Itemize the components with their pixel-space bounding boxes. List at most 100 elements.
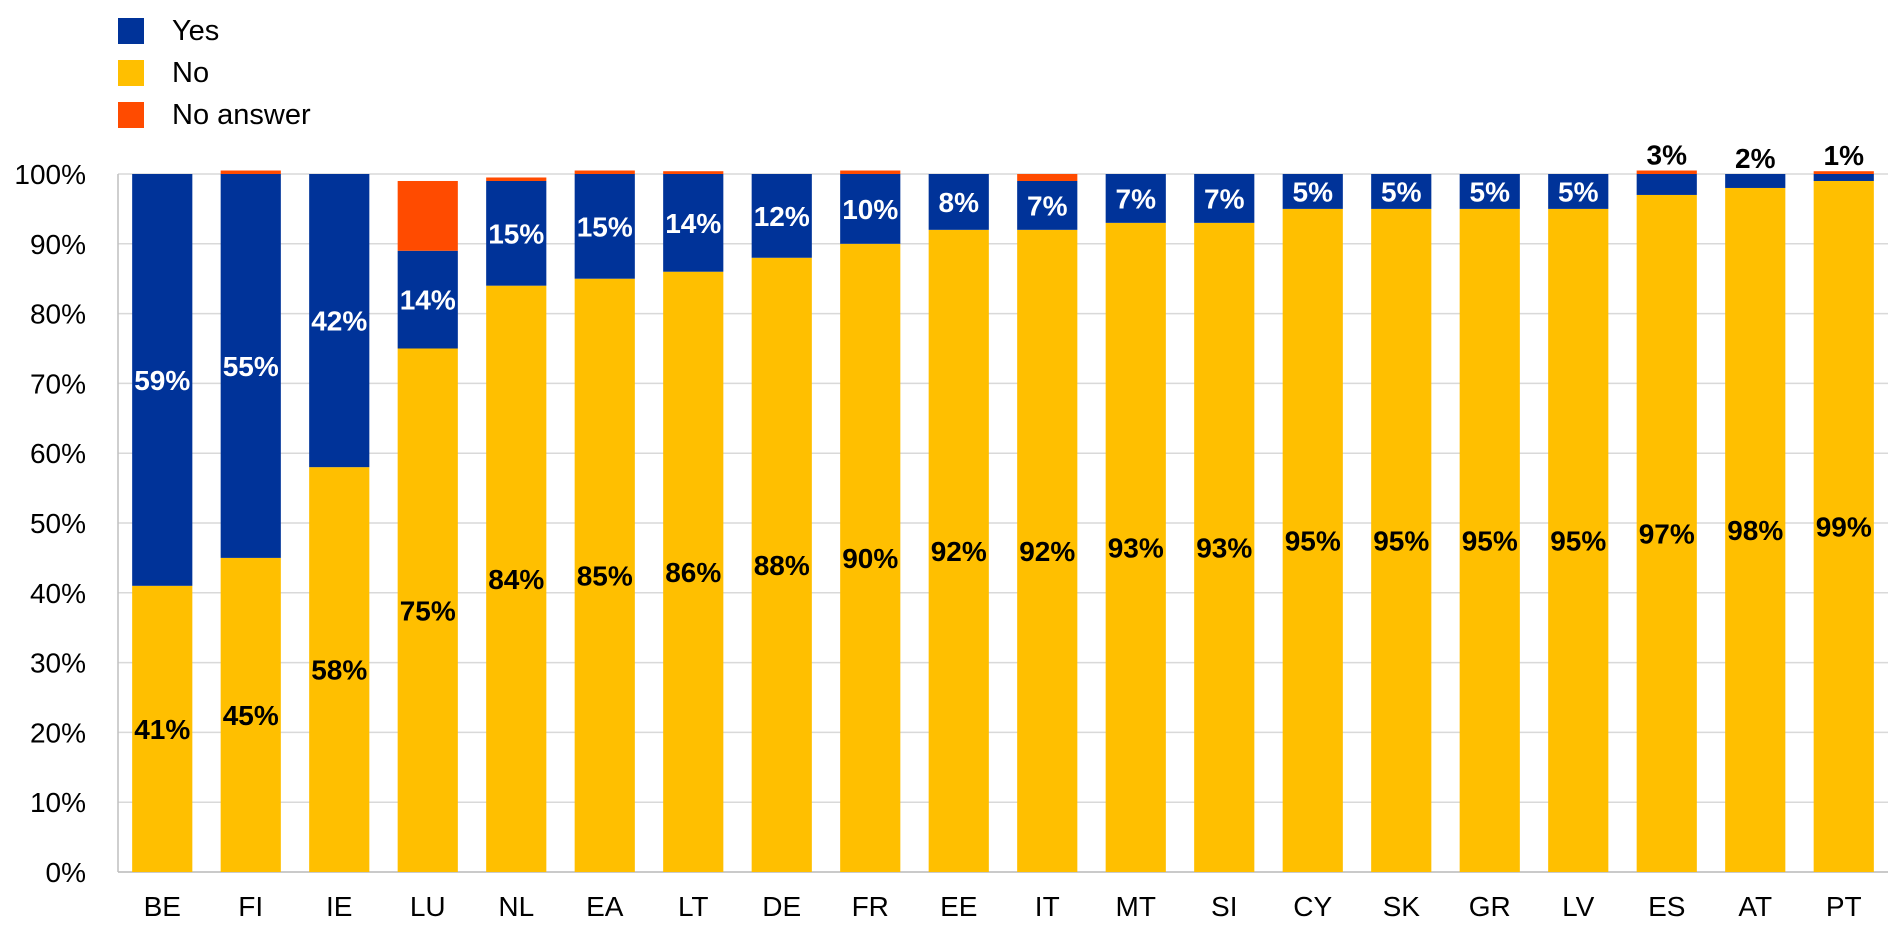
bar-yes-es	[1636, 174, 1697, 195]
data-label-no-mt: 93%	[1108, 532, 1164, 563]
y-tick-label: 80%	[30, 299, 86, 330]
x-tick-label-lu: LU	[410, 891, 446, 922]
data-label-yes-nl: 15%	[488, 218, 544, 249]
bar-yes-lv	[1548, 174, 1609, 209]
bar-no-cy	[1282, 208, 1343, 872]
bar-no-nl	[486, 285, 547, 872]
legend-swatch-yes	[118, 18, 144, 44]
bar-no-answer-fr	[840, 170, 901, 174]
x-tick-label-ea: EA	[586, 891, 624, 922]
bar-yes-ie	[309, 174, 370, 468]
x-tick-label-gr: GR	[1469, 891, 1511, 922]
data-label-no-it: 92%	[1019, 536, 1075, 567]
bar-yes-pt	[1813, 174, 1874, 181]
y-tick-label: 100%	[14, 159, 86, 190]
y-tick-label: 40%	[30, 578, 86, 609]
data-label-yes-es: 3%	[1647, 140, 1688, 171]
data-label-yes-si: 7%	[1204, 183, 1245, 214]
bar-no-answer-it	[1017, 174, 1078, 181]
bar-yes-at	[1725, 174, 1786, 188]
data-label-no-lu: 75%	[400, 595, 456, 626]
legend-item-yes: Yes	[118, 10, 311, 52]
data-label-yes-ea: 15%	[577, 211, 633, 242]
x-tick-label-mt: MT	[1116, 891, 1156, 922]
y-tick-label: 90%	[30, 229, 86, 260]
y-tick-label: 0%	[46, 857, 86, 888]
data-label-yes-ee: 8%	[939, 187, 980, 218]
bar-yes-fr	[840, 174, 901, 244]
legend-label-yes: Yes	[172, 14, 220, 47]
bar-no-de	[751, 257, 812, 872]
x-tick-label-pt: PT	[1826, 891, 1862, 922]
bar-yes-si	[1194, 174, 1255, 223]
data-label-no-si: 93%	[1196, 532, 1252, 563]
y-tick-label: 30%	[30, 648, 86, 679]
bar-yes-mt	[1105, 174, 1166, 223]
bar-yes-sk	[1371, 174, 1432, 209]
bar-yes-gr	[1459, 174, 1520, 209]
bar-no-mt	[1105, 222, 1166, 873]
x-tick-label-si: SI	[1211, 891, 1237, 922]
x-tick-label-nl: NL	[498, 891, 534, 922]
bar-no-ee	[928, 229, 989, 873]
data-label-yes-at: 2%	[1735, 143, 1776, 174]
bar-yes-it	[1017, 180, 1078, 230]
data-label-yes-lt: 14%	[665, 208, 721, 239]
y-tick-label: 50%	[30, 508, 86, 539]
bar-no-answer-lu	[397, 180, 458, 251]
x-tick-label-be: BE	[144, 891, 181, 922]
legend-label-no: No	[172, 56, 210, 89]
data-label-yes-lu: 14%	[400, 285, 456, 316]
data-label-no-gr: 95%	[1462, 525, 1518, 556]
bar-yes-de	[751, 174, 812, 258]
x-tick-label-it: IT	[1035, 891, 1060, 922]
bar-no-answer-pt	[1813, 171, 1874, 174]
bar-yes-lt	[663, 174, 724, 272]
bar-no-sk	[1371, 208, 1432, 872]
bar-yes-be	[132, 174, 193, 586]
bar-no-ie	[309, 467, 370, 872]
data-label-yes-be: 59%	[134, 365, 190, 396]
bar-no-answer-nl	[486, 177, 547, 181]
bar-yes-nl	[486, 180, 547, 286]
data-label-no-ee: 92%	[931, 536, 987, 567]
bar-no-it	[1017, 229, 1078, 873]
bar-yes-ee	[928, 174, 989, 230]
bar-yes-ea	[574, 174, 635, 279]
bar-no-fr	[840, 243, 901, 873]
bar-no-ea	[574, 278, 635, 872]
data-label-no-lv: 95%	[1550, 525, 1606, 556]
bar-no-answer-lt	[663, 171, 724, 174]
bar-no-answer-fi	[220, 170, 281, 174]
data-label-yes-de: 12%	[754, 201, 810, 232]
legend-item-no: No	[118, 52, 311, 94]
data-label-no-ie: 58%	[311, 655, 367, 686]
bar-no-answer-es	[1636, 170, 1697, 174]
bar-no-fi	[220, 557, 281, 872]
data-label-no-fi: 45%	[223, 700, 279, 731]
bar-no-lv	[1548, 208, 1609, 872]
x-tick-label-lv: LV	[1562, 891, 1594, 922]
x-tick-label-cy: CY	[1293, 891, 1332, 922]
data-label-yes-lv: 5%	[1558, 176, 1599, 207]
data-label-yes-it: 7%	[1027, 190, 1068, 221]
y-tick-label: 70%	[30, 368, 86, 399]
y-tick-label: 10%	[30, 787, 86, 818]
data-label-no-pt: 99%	[1816, 511, 1872, 542]
legend-label-no-answer: No answer	[172, 98, 311, 131]
data-label-yes-mt: 7%	[1116, 183, 1157, 214]
data-label-no-sk: 95%	[1373, 525, 1429, 556]
data-label-yes-sk: 5%	[1381, 176, 1422, 207]
data-label-no-es: 97%	[1639, 518, 1695, 549]
data-label-no-de: 88%	[754, 550, 810, 581]
x-tick-label-de: DE	[762, 891, 801, 922]
bar-no-pt	[1813, 180, 1874, 873]
legend: Yes No No answer	[118, 10, 311, 136]
data-label-yes-ie: 42%	[311, 306, 367, 337]
x-tick-label-sk: SK	[1383, 891, 1421, 922]
x-tick-label-lt: LT	[678, 891, 709, 922]
x-tick-label-ee: EE	[940, 891, 977, 922]
data-label-yes-pt: 1%	[1824, 140, 1865, 171]
x-tick-label-at: AT	[1738, 891, 1772, 922]
